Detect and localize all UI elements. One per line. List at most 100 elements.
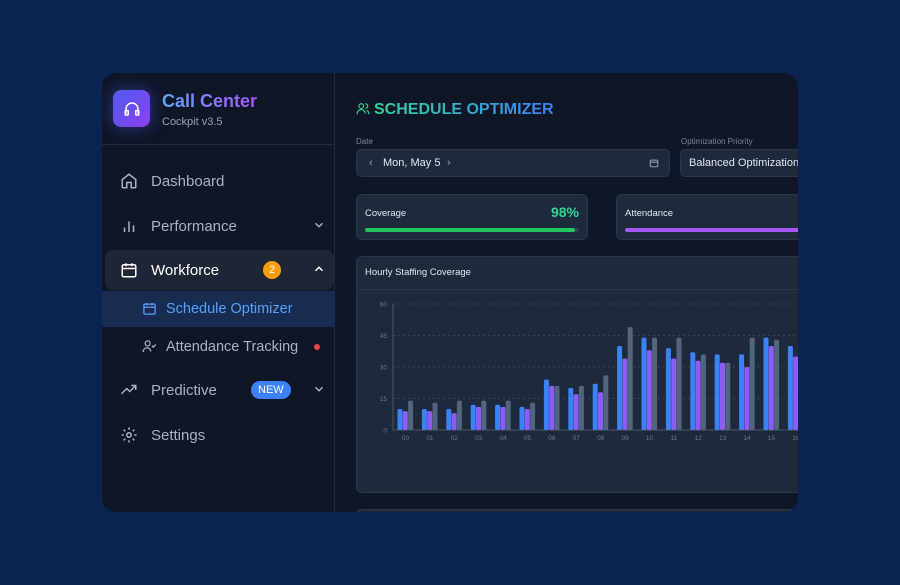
- trending-up-icon: [120, 384, 137, 395]
- x-tick-label: 00: [402, 435, 410, 442]
- bar-01-s1: [427, 411, 433, 430]
- bar-12-s2: [700, 354, 706, 430]
- bar-10-s2: [652, 337, 658, 430]
- bar-00-s2: [408, 400, 414, 430]
- x-tick-label: 03: [475, 435, 483, 442]
- bar-16-s1: [793, 356, 798, 430]
- bar-05-s1: [524, 409, 530, 430]
- coverage-label: Coverage: [365, 208, 407, 219]
- coverage-progress: [365, 228, 579, 232]
- x-tick-label: 15: [768, 435, 776, 442]
- bar-13-s1: [720, 362, 725, 430]
- x-tick-label: 16: [792, 435, 798, 442]
- bar-11-s2: [676, 337, 682, 430]
- chart-panel: Hourly Staffing Coverage 0 15 30 45 60 00 01 02…: [356, 256, 798, 493]
- sidebar-item-label: Workforce: [151, 261, 220, 279]
- bar-09-s1: [622, 358, 628, 430]
- x-tick-label: 10: [646, 435, 654, 442]
- sidebar-item-workforce[interactable]: Workforce 2: [105, 250, 334, 290]
- bar-04-s0: [495, 404, 501, 430]
- logo: [113, 90, 150, 127]
- bar-06-s1: [549, 385, 555, 430]
- bar-12-s0: [690, 352, 696, 430]
- calendar-icon[interactable]: [649, 158, 659, 168]
- bar-03-s1: [476, 406, 481, 430]
- sidebar-item-label: Predictive: [151, 381, 217, 399]
- bar-09-s2: [627, 327, 633, 430]
- bar-14-s0: [739, 354, 745, 430]
- attendance-progress: [625, 228, 798, 232]
- x-tick-label: 06: [548, 435, 556, 442]
- prev-date-button[interactable]: ‹: [369, 157, 373, 169]
- chevron-down-icon: [314, 386, 324, 392]
- bar-11-s0: [665, 348, 671, 430]
- bar-04-s2: [505, 400, 511, 430]
- bar-11-s1: [671, 358, 677, 430]
- bar-07-s1: [573, 394, 579, 430]
- x-tick-label: 07: [573, 435, 581, 442]
- bar-05-s2: [530, 402, 536, 430]
- alert-dot: [314, 344, 320, 350]
- brand-version: Cockpit v3.5: [162, 116, 223, 128]
- bar-02-s0: [446, 409, 452, 430]
- bar-15-s1: [768, 346, 774, 430]
- sidebar-item-settings[interactable]: Settings: [105, 415, 334, 455]
- divider: [102, 144, 335, 145]
- bar-08-s2: [603, 375, 609, 430]
- bar-00-s1: [402, 411, 408, 430]
- bar-15-s0: [763, 337, 769, 430]
- sidebar-item-attendance-tracking[interactable]: Attendance Tracking: [102, 329, 335, 365]
- bar-14-s1: [744, 367, 750, 430]
- bar-02-s2: [456, 400, 462, 430]
- bar-08-s1: [598, 392, 603, 430]
- bar-13-s2: [725, 362, 731, 430]
- sidebar-item-schedule-optimizer[interactable]: Schedule Optimizer: [102, 291, 335, 327]
- y-tick-label: 45: [380, 333, 388, 340]
- priority-select[interactable]: Balanced Optimization: [680, 149, 798, 177]
- calendar-icon: [121, 263, 137, 278]
- y-tick-label: 0: [383, 428, 387, 435]
- bar-12-s1: [695, 360, 701, 430]
- bar-05-s0: [519, 406, 525, 430]
- bar-16-s0: [787, 346, 793, 430]
- bar-15-s2: [774, 339, 780, 430]
- x-tick-label: 13: [719, 435, 727, 442]
- sidebar-item-dashboard[interactable]: Dashboard: [105, 161, 334, 201]
- sidebar-item-label: Performance: [151, 217, 237, 235]
- bar-07-s2: [578, 385, 584, 430]
- chevron-up-icon: [314, 266, 324, 272]
- date-picker[interactable]: ‹ Mon, May 5 ›: [356, 149, 670, 177]
- staffing-chart: 0 15 30 45 60 00 01 02 03 04 05 06 07 08 09 10 11 12 13 14 1…: [380, 302, 798, 442]
- page-title: SCHEDULE OPTIMIZER: [374, 101, 554, 118]
- attendance-card: Attendance: [616, 194, 798, 240]
- gear-icon: [121, 427, 137, 443]
- calendar-icon: [143, 302, 156, 315]
- bar-06-s0: [543, 379, 549, 430]
- sidebar-item-predictive[interactable]: Predictive NEW: [105, 370, 334, 410]
- priority-label: Optimization Priority: [681, 137, 753, 146]
- home-icon: [121, 173, 137, 189]
- user-check-icon: [142, 340, 157, 353]
- sidebar: Call Center Cockpit v3.5 Dashboard Perfo…: [102, 73, 335, 512]
- sidebar-item-label: Dashboard: [151, 172, 225, 190]
- bar-09-s0: [617, 346, 623, 430]
- sidebar-item-label: Settings: [151, 426, 206, 444]
- next-date-button[interactable]: ›: [447, 157, 451, 169]
- x-tick-label: 08: [597, 435, 605, 442]
- date-label: Date: [356, 137, 373, 146]
- x-tick-label: 11: [671, 435, 678, 442]
- secondary-panel: [356, 509, 798, 512]
- x-tick-label: 04: [499, 435, 507, 442]
- sidebar-item-label: Attendance Tracking: [166, 339, 299, 355]
- bar-chart-icon: [123, 221, 135, 232]
- attendance-label: Attendance: [625, 208, 674, 219]
- priority-value: Balanced Optimization: [689, 157, 798, 169]
- bar-08-s0: [592, 383, 598, 430]
- x-tick-label: 14: [743, 435, 751, 442]
- coverage-card: Coverage 98%: [356, 194, 588, 240]
- sidebar-item-performance[interactable]: Performance: [105, 206, 334, 246]
- users-icon: [356, 103, 370, 115]
- bar-07-s0: [568, 388, 574, 430]
- x-tick-label: 09: [621, 435, 629, 442]
- bar-01-s2: [432, 402, 438, 430]
